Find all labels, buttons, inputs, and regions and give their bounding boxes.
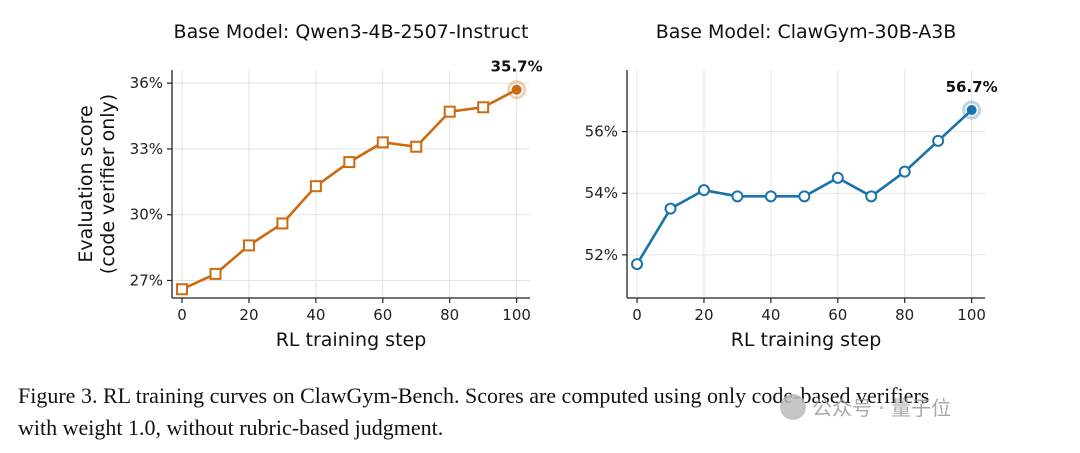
y-tick-label-1: 30% (130, 206, 163, 224)
data-point-4 (764, 190, 777, 203)
data-point-8 (443, 105, 456, 118)
data-point-6 (831, 171, 844, 184)
caption-line-1: Figure 3. RL training curves on ClawGym-… (18, 383, 930, 408)
x-tick-label-3: 60 (373, 306, 392, 324)
final-point-halo (962, 100, 982, 120)
y-tick-label-3: 36% (130, 74, 163, 92)
y-tick-label-0: 52% (585, 246, 618, 264)
x-tick-label-4: 80 (440, 306, 459, 324)
final-value-label: 35.7% (491, 58, 543, 76)
data-point-3 (731, 190, 744, 203)
data-point-10 (511, 84, 522, 95)
x-tick-label-4: 80 (895, 306, 914, 324)
chart-left: 0 20 40 60 80 100 27% 30% 33% 36% Base Model: Qwen… (75, 21, 543, 351)
chart-title: Base Model: ClawGym-30B-A3B (656, 21, 957, 43)
data-point-0 (631, 258, 644, 271)
final-point-halo (507, 80, 527, 100)
watermark: 公众号 · 量子位 (780, 392, 951, 421)
data-point-9 (477, 101, 490, 114)
x-tick-label-0: 0 (177, 306, 187, 324)
figure-caption: Figure 3. RL training curves on ClawGym-… (18, 380, 1068, 444)
y-tick-label-2: 33% (130, 140, 163, 158)
watermark-text: 公众号 · 量子位 (812, 396, 952, 420)
data-point-7 (410, 140, 423, 153)
data-point-1 (209, 267, 222, 280)
x-tick-label-2: 40 (761, 306, 780, 324)
chart-title: Base Model: Qwen3-4B-2507-Instruct (174, 21, 529, 43)
caption-line-2: with weight 1.0, without rubric-based ju… (18, 415, 444, 440)
y-axis-label-line-1: Evaluation score (75, 105, 97, 262)
final-value-label: 56.7% (946, 78, 998, 96)
y-tick-label-2: 56% (585, 123, 618, 141)
series-line-0 (635, 109, 973, 265)
x-axis-label: RL training step (731, 329, 882, 351)
y-tick-label-1: 54% (585, 184, 618, 202)
y-tick-label-0: 27% (130, 271, 163, 289)
data-point-6 (376, 136, 389, 149)
data-point-0 (176, 283, 189, 296)
data-point-2 (242, 239, 255, 252)
x-tick-label-3: 60 (828, 306, 847, 324)
data-point-10 (966, 105, 977, 116)
x-tick-label-1: 20 (239, 306, 258, 324)
x-tick-label-5: 100 (957, 306, 986, 324)
data-point-8 (898, 165, 911, 178)
x-tick-label-2: 40 (306, 306, 325, 324)
data-point-3 (276, 217, 289, 230)
data-point-7 (865, 190, 878, 203)
data-point-2 (697, 184, 710, 197)
x-axis-label: RL training step (276, 329, 427, 351)
data-point-1 (664, 202, 677, 215)
y-axis-label-line-2: (code verifier only) (97, 94, 119, 274)
x-tick-label-1: 20 (694, 306, 713, 324)
x-tick-label-0: 0 (632, 306, 642, 324)
chart-right: 0 20 40 60 80 100 52% 54% 56% Base Model: ClawGym… (585, 21, 998, 351)
data-point-4 (309, 180, 322, 193)
data-point-5 (343, 156, 356, 169)
x-tick-label-5: 100 (502, 306, 531, 324)
data-point-9 (932, 134, 945, 147)
data-point-5 (798, 190, 811, 203)
wechat-icon (780, 393, 806, 420)
